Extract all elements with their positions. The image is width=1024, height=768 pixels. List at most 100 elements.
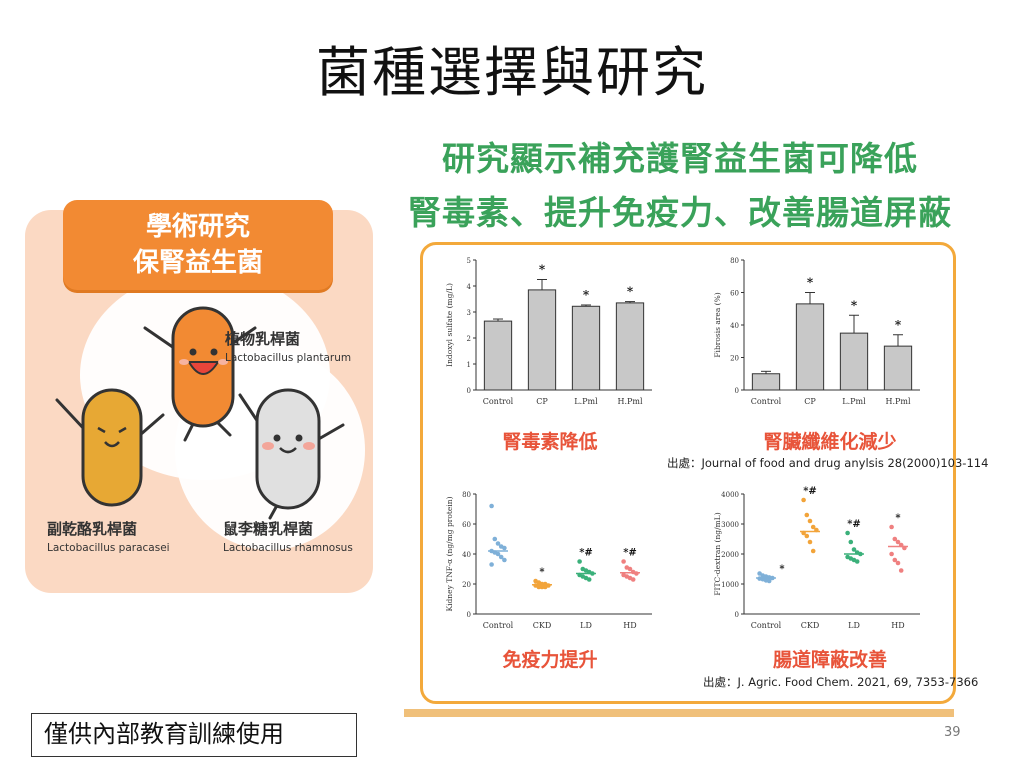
y-tick-label: 0 bbox=[735, 611, 739, 619]
y-tick-label: 20 bbox=[462, 581, 471, 589]
y-tick-label: 80 bbox=[462, 491, 471, 499]
significance-marker: *# bbox=[847, 519, 861, 530]
y-axis-label: Kidney TNF-α (ng/mg protein) bbox=[445, 496, 454, 611]
y-tick-label: 4 bbox=[467, 283, 472, 291]
x-tick-label: H.Pml bbox=[617, 397, 642, 406]
bacteria-illustration bbox=[55, 306, 345, 520]
x-tick-label: CKD bbox=[801, 621, 820, 630]
data-point bbox=[804, 533, 810, 539]
indoxyl-sulfate-chart: 0 1 2 3 4 5 Indoxyl sulfate (mg/L) Control CP L.P… bbox=[445, 257, 652, 406]
data-point bbox=[542, 584, 548, 590]
y-tick-label: 60 bbox=[730, 290, 739, 298]
rhamnosus-name: 鼠李糖乳桿菌 bbox=[223, 520, 314, 538]
banner-line2: 保腎益生菌 bbox=[132, 248, 263, 278]
x-tick-label: Control bbox=[483, 397, 514, 406]
paracasei-latin: Lactobacillus paracasei bbox=[47, 542, 170, 554]
data-point bbox=[848, 539, 854, 545]
y-tick-label: 1000 bbox=[721, 581, 739, 589]
x-tick-label: LD bbox=[580, 621, 592, 630]
data-point bbox=[495, 551, 501, 557]
data-point bbox=[492, 536, 498, 542]
significance-marker: * bbox=[895, 318, 902, 332]
data-point bbox=[804, 512, 810, 518]
data-point bbox=[889, 524, 894, 530]
y-tick-label: 20 bbox=[730, 355, 739, 363]
data-point bbox=[889, 551, 894, 557]
bar bbox=[751, 373, 781, 391]
plantarum-bacterium bbox=[143, 306, 257, 442]
headline-line2: 腎毒素、提升免疫力、改善腸道屏蔽 bbox=[408, 193, 952, 232]
significance-marker: *# bbox=[579, 548, 593, 559]
data-point bbox=[498, 554, 504, 560]
banner-line1: 學術研究 bbox=[145, 212, 250, 242]
data-point bbox=[895, 539, 901, 545]
plantarum-label: 植物乳桿菌 Lactobacillus plantarum bbox=[225, 330, 351, 368]
data-point bbox=[495, 541, 501, 546]
source-citation-2: 出處：J. Agric. Food Chem. 2021, 69, 7353-7… bbox=[703, 675, 979, 689]
bar bbox=[527, 289, 557, 391]
x-tick-label: CP bbox=[536, 397, 548, 406]
data-point bbox=[577, 559, 582, 564]
slide-title: 菌種選擇與研究 bbox=[316, 41, 708, 104]
x-tick-label: Control bbox=[483, 621, 514, 630]
data-point bbox=[766, 578, 772, 584]
x-tick-label: LD bbox=[848, 621, 860, 630]
significance-marker: * bbox=[851, 298, 858, 312]
data-point bbox=[895, 560, 901, 566]
bar bbox=[571, 305, 601, 391]
y-tick-label: 3000 bbox=[721, 521, 739, 529]
x-tick-label: CP bbox=[804, 397, 816, 406]
plantarum-name: 植物乳桿菌 bbox=[225, 330, 301, 348]
caption-kidney-toxin: 腎毒素降低 bbox=[502, 431, 598, 453]
y-tick-label: 4000 bbox=[721, 491, 739, 499]
data-point bbox=[845, 530, 850, 536]
y-axis-label: Fibrosis area (%) bbox=[713, 292, 722, 357]
y-axis-label: FITC-dextran (ng/mL) bbox=[713, 512, 722, 595]
data-point bbox=[851, 547, 857, 552]
tnf-alpha-chart: 0 20 40 60 80 Kidney TNF-α (ng/mg protein) Con… bbox=[445, 491, 652, 630]
plantarum-latin: Lactobacillus plantarum bbox=[225, 352, 352, 364]
x-tick-label: H.Pml bbox=[885, 397, 910, 406]
bar bbox=[839, 332, 869, 391]
y-tick-label: 40 bbox=[730, 322, 739, 330]
significance-marker: *# bbox=[803, 486, 817, 497]
data-point bbox=[630, 577, 636, 582]
y-tick-label: 0 bbox=[735, 387, 739, 395]
data-point bbox=[489, 503, 494, 509]
significance-marker: * bbox=[627, 285, 634, 299]
data-point bbox=[627, 566, 633, 572]
significance-marker: * bbox=[807, 276, 814, 290]
bar bbox=[795, 303, 825, 391]
data-point bbox=[854, 559, 860, 564]
y-tick-label: 80 bbox=[730, 257, 739, 265]
x-tick-label: Control bbox=[751, 621, 782, 630]
rhamnosus-label: 鼠李糖乳桿菌 Lactobacillus rhamnosus bbox=[223, 520, 353, 558]
bar bbox=[883, 345, 913, 391]
caption-fibrosis: 腎臟纖維化減少 bbox=[763, 431, 897, 453]
fibrosis-area-chart: 0 20 40 60 80 Fibrosis area (%) Control CP L.Pml… bbox=[713, 257, 920, 406]
significance-marker: * bbox=[895, 513, 901, 524]
data-point bbox=[892, 536, 898, 542]
y-tick-label: 2 bbox=[467, 335, 471, 343]
x-tick-label: CKD bbox=[533, 621, 552, 630]
data-point bbox=[539, 584, 545, 590]
significance-marker: * bbox=[779, 564, 785, 575]
x-tick-label: Control bbox=[751, 397, 782, 406]
y-tick-label: 5 bbox=[467, 257, 471, 265]
x-tick-label: L.Pml bbox=[842, 397, 866, 406]
y-tick-label: 2000 bbox=[721, 551, 739, 559]
data-point bbox=[502, 557, 507, 563]
data-point bbox=[892, 557, 898, 563]
headline-line1: 研究顯示補充護腎益生菌可降低 bbox=[442, 139, 918, 178]
significance-marker: * bbox=[539, 567, 545, 578]
x-tick-label: HD bbox=[623, 621, 636, 630]
y-tick-label: 60 bbox=[462, 521, 471, 529]
page-number: 39 bbox=[944, 725, 961, 740]
data-point bbox=[489, 562, 494, 567]
y-tick-label: 0 bbox=[467, 387, 471, 395]
fitc-dextran-chart: 0 1000 2000 3000 4000 FITC-dextran (ng/mL) Con… bbox=[713, 486, 920, 630]
y-tick-label: 40 bbox=[462, 551, 471, 559]
data-point bbox=[586, 577, 592, 582]
caption-immunity: 免疫力提升 bbox=[502, 649, 598, 671]
data-point bbox=[801, 497, 806, 503]
